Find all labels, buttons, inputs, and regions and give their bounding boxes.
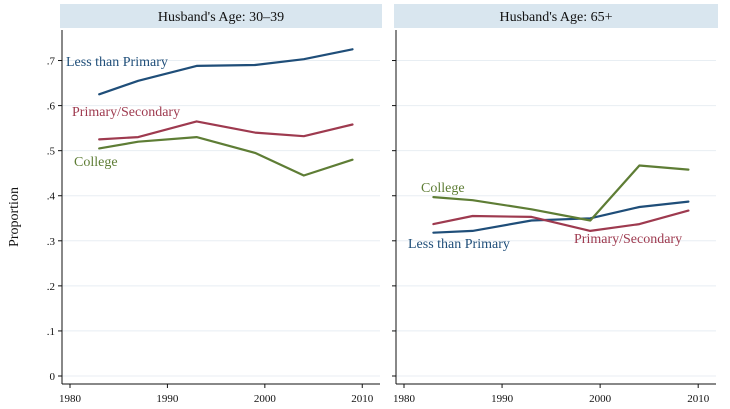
series-label-less-than-primary: Less than Primary [66, 55, 168, 70]
panel-title-strip [394, 4, 718, 28]
series-label-primary-secondary: Primary/Secondary [72, 105, 180, 120]
panel-title: Husband's Age: 30–39 [158, 10, 284, 25]
series-line-primary-secondary [432, 209, 690, 232]
x-tick-label: 2000 [254, 393, 277, 405]
series-label-college: College [421, 181, 465, 196]
series-label-primary-secondary: Primary/Secondary [574, 232, 682, 247]
y-tick-label: .5 [47, 146, 56, 158]
x-tick-label: 1980 [59, 393, 82, 405]
y-tick-label: .3 [47, 236, 56, 248]
series-line-primary-secondary [98, 120, 354, 141]
series-line-college [432, 164, 690, 222]
panel-2: Husband's Age: 65+ 1980 1990 2000 2010 Less t… [392, 4, 718, 405]
chart-panels: Husband's Age: 30–39 0 .1 .2 .3 .4 .5 .6 .7 1980 1… [47, 4, 718, 405]
x-tick-label: 1990 [491, 393, 514, 405]
series-line-college [98, 136, 354, 177]
series-label-less-than-primary: Less than Primary [408, 237, 510, 252]
y-tick-label: .7 [47, 56, 56, 68]
y-tick-label: .1 [47, 326, 55, 338]
panel-1: Husband's Age: 30–39 0 .1 .2 .3 .4 .5 .6 .7 1980 1… [47, 4, 382, 405]
series-line-less-than-primary [98, 48, 354, 96]
y-tick-label: .2 [47, 281, 55, 293]
panel-title-strip [60, 4, 382, 28]
x-tick-label: 2000 [589, 393, 612, 405]
y-tick-label: 0 [50, 371, 56, 383]
x-tick-label: 1990 [156, 393, 179, 405]
series-line-less-than-primary [432, 200, 690, 234]
series-label-college: College [74, 155, 118, 170]
y-axis-title: Proportion [7, 187, 22, 247]
y-tick-label: .6 [47, 101, 56, 113]
x-tick-label: 2010 [687, 393, 710, 405]
y-tick-label: .4 [47, 191, 56, 203]
x-tick-label: 2010 [351, 393, 374, 405]
panel-title: Husband's Age: 65+ [499, 10, 612, 25]
x-tick-label: 1980 [393, 393, 416, 405]
